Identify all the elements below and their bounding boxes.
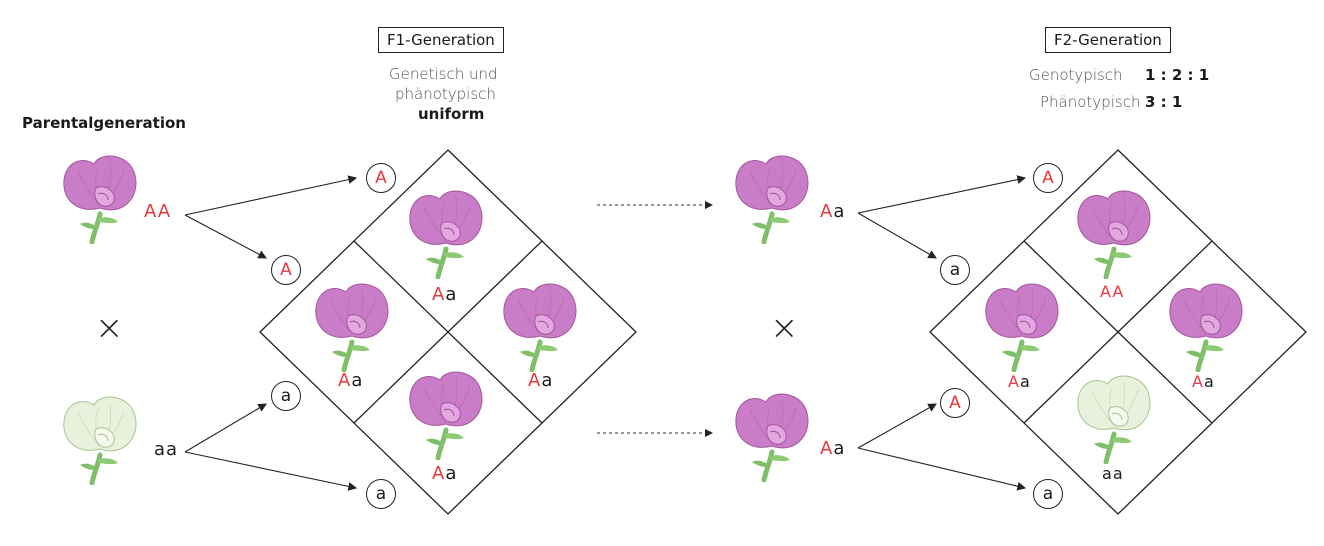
allele: A	[1100, 282, 1113, 301]
generation-transfer-arrows	[597, 201, 713, 437]
purple-flower-icon	[735, 393, 809, 483]
allele: a	[280, 386, 292, 406]
f1-cell-flower	[498, 280, 582, 376]
f2-generation-title: F2-Generation	[1045, 27, 1171, 53]
f1-punnett-diamond	[259, 149, 637, 515]
f1-cell-flower	[404, 187, 488, 283]
f2-cell-flower	[1164, 280, 1248, 376]
allele: a	[1042, 484, 1054, 504]
f2-cell-flower	[1072, 187, 1156, 283]
parental-generation-title: Parentalgeneration	[22, 114, 186, 132]
cross-symbol-f1: ×	[770, 308, 799, 348]
allele: a	[154, 439, 167, 460]
allele: A	[375, 168, 387, 188]
f1-parent-flower	[730, 390, 814, 486]
allele: a	[1019, 372, 1031, 391]
allele: A	[820, 438, 834, 459]
parent-white-flower	[58, 393, 142, 489]
purple-flower-icon	[985, 283, 1059, 373]
f2-cell-genotype: aa	[1102, 464, 1124, 483]
f2-cell-genotype: AA	[1100, 282, 1124, 301]
allele: A	[1112, 282, 1125, 301]
phenotype-ratio-label: Phänotypisch	[1040, 93, 1141, 111]
gamete-circle: A	[271, 255, 301, 285]
parent-genotype-aa: aa	[154, 439, 178, 460]
purple-flower-icon	[503, 283, 577, 373]
f1-gamete-arrows	[857, 175, 1027, 491]
purple-flower-icon	[409, 371, 483, 461]
allele: A	[144, 201, 158, 222]
parent-genotype-AA: AA	[144, 201, 171, 222]
gamete-circle: a	[940, 255, 970, 285]
gamete-circle: A	[366, 163, 396, 193]
purple-flower-icon	[735, 155, 809, 245]
allele: a	[949, 260, 961, 280]
allele: A	[820, 201, 834, 222]
allele: A	[338, 370, 352, 391]
f2-cell-flower	[1072, 372, 1156, 468]
allele: A	[280, 260, 292, 280]
allele: a	[445, 463, 458, 484]
f1-parent-genotype: Aa	[820, 201, 845, 222]
f1-description-line2: phänotypisch	[395, 85, 496, 103]
allele: a	[1112, 464, 1124, 483]
genotype-ratio-value: 1 : 2 : 1	[1145, 66, 1210, 84]
f1-cell-genotype: Aa	[432, 284, 457, 305]
gamete-circle: A	[1033, 163, 1063, 193]
f2-cell-genotype: Aa	[1008, 372, 1031, 391]
purple-flower-icon	[315, 283, 389, 373]
allele: a	[1203, 372, 1215, 391]
allele: A	[1008, 372, 1020, 391]
f1-cell-genotype: Aa	[528, 370, 553, 391]
phenotype-ratio-value: 3 : 1	[1145, 93, 1183, 111]
allele: A	[1192, 372, 1204, 391]
f1-description-line3: uniform	[418, 105, 485, 123]
gamete-circle: a	[271, 381, 301, 411]
f2-punnett-diamond	[929, 149, 1307, 515]
allele: A	[432, 284, 446, 305]
allele: a	[375, 484, 387, 504]
allele: a	[166, 439, 179, 460]
f1-cell-genotype: Aa	[338, 370, 363, 391]
f1-cell-genotype: Aa	[432, 463, 457, 484]
f1-cell-flower	[310, 280, 394, 376]
gamete-circle: a	[366, 479, 396, 509]
allele: A	[157, 201, 172, 222]
f1-generation-title: F1-Generation	[378, 27, 504, 53]
parent-purple-flower	[58, 152, 142, 248]
allele: A	[949, 393, 961, 413]
allele: A	[1042, 168, 1054, 188]
f1-parent-genotype: Aa	[820, 438, 845, 459]
f1-parent-flower	[730, 152, 814, 248]
f2-cell-genotype: Aa	[1192, 372, 1215, 391]
gamete-circle: a	[1033, 479, 1063, 509]
purple-flower-icon	[1077, 190, 1151, 280]
allele: a	[833, 201, 846, 222]
allele: a	[541, 370, 554, 391]
allele: a	[351, 370, 364, 391]
white-flower-icon	[63, 396, 137, 486]
purple-flower-icon	[409, 190, 483, 280]
allele: a	[833, 438, 846, 459]
allele: a	[445, 284, 458, 305]
f2-cell-flower	[980, 280, 1064, 376]
allele: A	[528, 370, 542, 391]
allele: a	[1102, 464, 1113, 483]
allele: A	[432, 463, 446, 484]
genotype-ratio-label: Genotypisch	[1029, 66, 1123, 84]
purple-flower-icon	[63, 155, 137, 245]
purple-flower-icon	[1169, 283, 1243, 373]
cross-symbol-parental: ×	[95, 308, 124, 348]
white-flower-icon	[1077, 375, 1151, 465]
gamete-circle: A	[940, 388, 970, 418]
f1-description-line1: Genetisch und	[389, 65, 498, 83]
parent-gamete-arrows	[184, 175, 358, 491]
f1-cell-flower	[404, 368, 488, 464]
